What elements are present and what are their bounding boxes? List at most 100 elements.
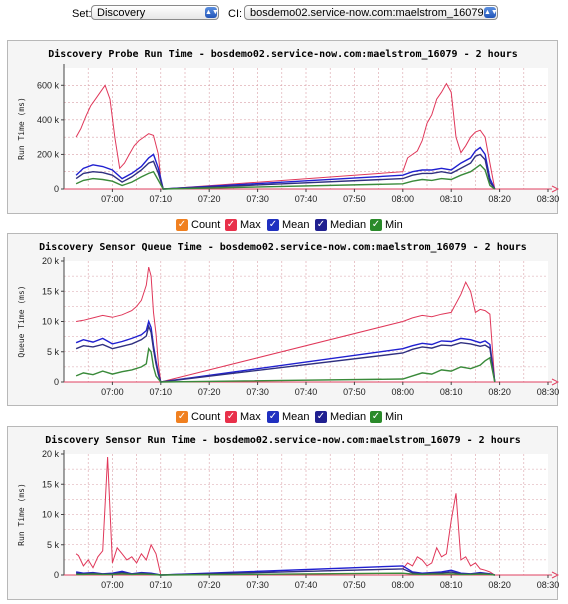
select-arrows-icon: ▲▼	[205, 7, 219, 18]
chart-panel-sensor-run-time: Discovery Sensor Run Time - bosdemo02.se…	[7, 426, 559, 600]
x-tick-label: 08:10	[440, 580, 463, 590]
x-tick-label: 08:10	[440, 387, 463, 397]
y-axis-label: Run Time (ms)	[17, 483, 26, 546]
legend-label: Mean	[282, 411, 310, 423]
legend-label: Max	[240, 411, 261, 423]
x-tick-label: 07:30	[246, 580, 269, 590]
x-tick-label: 07:50	[343, 387, 366, 397]
x-tick-label: 07:00	[101, 580, 124, 590]
y-tick-label: 5 k	[47, 347, 60, 357]
legend-item-mean[interactable]: ✓ Mean	[267, 410, 310, 424]
ci-label: CI:	[228, 8, 243, 20]
x-tick-label: 07:20	[198, 194, 221, 204]
x-tick-label: 08:20	[488, 194, 511, 204]
x-tick-label: 07:10	[150, 194, 173, 204]
x-tick-label: 07:50	[343, 580, 366, 590]
y-tick-label: 15 k	[42, 479, 60, 489]
checkbox-icon[interactable]: ✓	[176, 411, 188, 423]
series-line-median	[75, 153, 496, 190]
x-tick-label: 08:00	[392, 194, 415, 204]
chart-svg-queue-time: Discovery Sensor Queue Time - bosdemo02.…	[17, 241, 559, 397]
x-tick-label: 08:20	[488, 387, 511, 397]
series-line-mean	[75, 146, 496, 190]
checkbox-icon[interactable]: ✓	[225, 411, 237, 423]
chart-panel-queue-time: Discovery Sensor Queue Time - bosdemo02.…	[7, 233, 559, 406]
checkbox-icon[interactable]: ✓	[370, 411, 382, 423]
chart-svg-probe-run-time: Discovery Probe Run Time - bosdemo02.ser…	[17, 48, 559, 204]
series-line-max	[76, 266, 496, 383]
chart-title: Discovery Sensor Run Time - bosdemo02.se…	[45, 434, 521, 446]
series-line-min	[75, 163, 496, 190]
legend-bar: ✓ Count ✓ Max ✓ Mean ✓ Median ✓ Min	[0, 408, 568, 426]
top-controls: Set: Discovery ▲▼ CI: bosdemo02.service-…	[0, 0, 568, 30]
series-line-min	[75, 346, 496, 383]
legend-item-median[interactable]: ✓ Median	[315, 218, 366, 232]
checkbox-icon[interactable]: ✓	[267, 219, 279, 231]
x-tick-label: 07:40	[295, 580, 318, 590]
ci-select[interactable]: bosdemo02.service-now.com:maelstrom_1607…	[244, 5, 498, 20]
checkbox-icon[interactable]: ✓	[176, 219, 188, 231]
set-select[interactable]: Discovery ▲▼	[91, 5, 219, 20]
chart-title: Discovery Sensor Queue Time - bosdemo02.…	[39, 241, 527, 253]
ci-select-value: bosdemo02.service-now.com:maelstrom_1607…	[250, 7, 484, 19]
checkbox-icon[interactable]: ✓	[267, 411, 279, 423]
checkbox-icon[interactable]: ✓	[315, 219, 327, 231]
y-tick-label: 10 k	[42, 317, 60, 327]
y-tick-label: 5 k	[47, 540, 60, 550]
legend-label: Min	[385, 411, 403, 423]
legend-item-min[interactable]: ✓ Min	[370, 218, 403, 232]
legend-item-max[interactable]: ✓ Max	[225, 410, 261, 424]
y-axis-label: Run Time (ms)	[17, 97, 26, 160]
y-tick-label: 0	[54, 570, 59, 580]
series-line-median	[75, 324, 496, 383]
x-tick-label: 08:30	[537, 580, 559, 590]
x-tick-label: 07:50	[343, 194, 366, 204]
y-tick-label: 10 k	[42, 510, 60, 520]
chart-title: Discovery Probe Run Time - bosdemo02.ser…	[48, 48, 518, 60]
x-axis-arrow-icon	[551, 185, 559, 193]
y-axis-label: Queue Time (ms)	[17, 285, 26, 357]
set-label: Set:	[72, 8, 92, 20]
x-tick-label: 07:40	[295, 387, 318, 397]
x-axis-arrow-icon	[551, 571, 559, 579]
legend-label: Min	[385, 219, 403, 231]
legend-item-count[interactable]: ✓ Count	[176, 410, 220, 424]
x-tick-label: 08:10	[440, 194, 463, 204]
y-tick-label: 600 k	[37, 80, 60, 90]
legend-item-min[interactable]: ✓ Min	[370, 410, 403, 424]
checkbox-icon[interactable]: ✓	[370, 219, 382, 231]
legend-label: Max	[240, 219, 261, 231]
x-tick-label: 07:10	[150, 387, 173, 397]
x-tick-label: 08:30	[537, 387, 559, 397]
chart-svg-sensor-run-time: Discovery Sensor Run Time - bosdemo02.se…	[17, 434, 559, 590]
x-tick-label: 08:30	[537, 194, 559, 204]
series-line-max	[75, 82, 496, 190]
x-tick-label: 07:30	[246, 387, 269, 397]
y-tick-label: 200 k	[37, 149, 60, 159]
checkbox-icon[interactable]: ✓	[315, 411, 327, 423]
legend-item-max[interactable]: ✓ Max	[225, 218, 261, 232]
x-tick-label: 07:00	[101, 194, 124, 204]
select-arrows-icon: ▲▼	[484, 7, 498, 18]
legend-label: Count	[191, 219, 221, 231]
y-tick-label: 15 k	[42, 286, 60, 296]
x-tick-label: 07:20	[198, 387, 221, 397]
y-tick-label: 400 k	[37, 115, 60, 125]
x-tick-label: 07:20	[198, 580, 221, 590]
chart-panel-probe-run-time: Discovery Probe Run Time - bosdemo02.ser…	[7, 40, 559, 214]
x-tick-label: 07:30	[246, 194, 269, 204]
series-line-min	[76, 572, 495, 576]
set-select-value: Discovery	[97, 7, 146, 19]
legend-bar: ✓ Count ✓ Max ✓ Mean ✓ Median ✓ Min	[0, 216, 568, 234]
x-tick-label: 08:00	[392, 387, 415, 397]
checkbox-icon[interactable]: ✓	[225, 219, 237, 231]
legend-item-mean[interactable]: ✓ Mean	[267, 218, 310, 232]
x-axis-arrow-icon	[551, 378, 559, 386]
legend-item-count[interactable]: ✓ Count	[176, 218, 220, 232]
legend-label: Median	[330, 411, 367, 423]
x-tick-label: 07:00	[101, 387, 124, 397]
x-tick-label: 07:10	[150, 580, 173, 590]
legend-label: Median	[330, 219, 367, 231]
legend-item-median[interactable]: ✓ Median	[315, 410, 366, 424]
y-tick-label: 0	[54, 184, 59, 194]
